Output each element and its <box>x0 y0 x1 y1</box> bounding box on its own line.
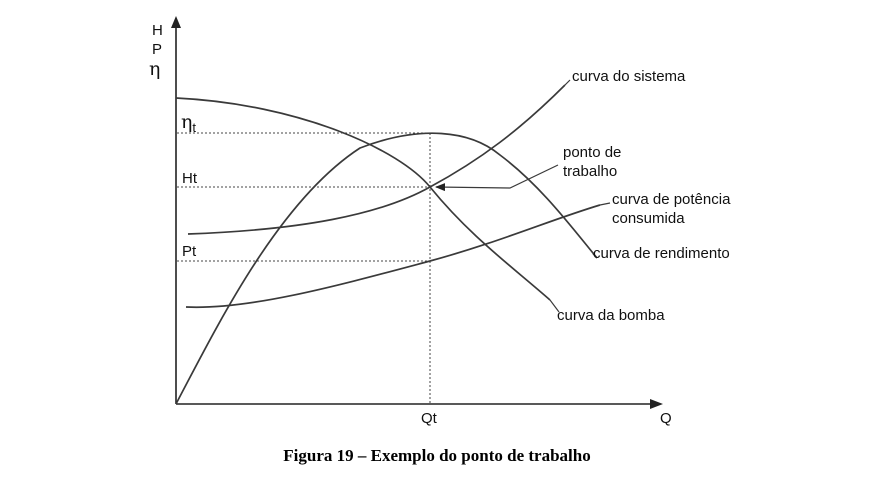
operating-point-label-line1: ponto de <box>563 144 621 161</box>
y-axis-label-p: P <box>152 41 162 58</box>
x-axis-arrow <box>650 399 663 409</box>
system-curve-leader <box>564 79 571 86</box>
power-curve <box>185 204 601 309</box>
power-curve-leader <box>599 202 611 206</box>
x-tick-qt: Qt <box>421 410 438 427</box>
figure-caption: Figura 19 – Exemplo do ponto de trabalho <box>283 446 591 465</box>
operating-point-leader <box>435 164 559 192</box>
efficiency-curve-label: curva de rendimento <box>593 245 730 262</box>
system-curve-label: curva do sistema <box>572 68 686 85</box>
y-axis-label-h: H <box>152 22 163 39</box>
ht-label: Ht <box>182 170 198 187</box>
pump-curve <box>175 97 551 301</box>
power-curve-label-line1: curva de potência <box>612 191 731 208</box>
efficiency-curve <box>175 132 598 405</box>
y-axis-label-eta: η <box>149 58 160 80</box>
pump-curve-label: curva da bomba <box>557 307 665 324</box>
pt-label: Pt <box>182 243 197 260</box>
efficiency-curve-leader <box>592 253 598 259</box>
x-axis-label: Q <box>660 410 672 427</box>
system-curve <box>187 84 566 235</box>
power-curve-label-line2: consumida <box>612 210 685 227</box>
y-axis-arrow <box>171 16 181 28</box>
pump-curve-leader <box>549 299 560 313</box>
eta-t-label: ηt <box>181 111 196 135</box>
operating-point-label-line2: trabalho <box>563 163 617 180</box>
